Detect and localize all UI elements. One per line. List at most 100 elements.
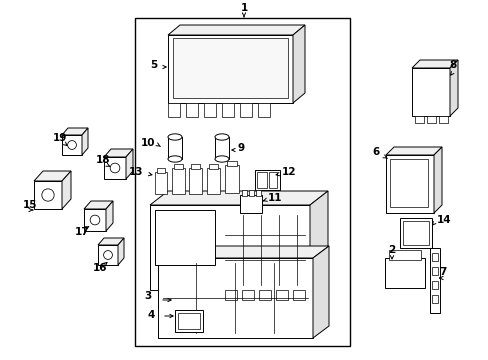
- Ellipse shape: [168, 134, 182, 140]
- Polygon shape: [62, 128, 88, 135]
- Text: 1: 1: [240, 3, 247, 13]
- Polygon shape: [385, 147, 441, 155]
- Bar: [384, 258, 424, 288]
- Bar: [155, 210, 215, 265]
- Polygon shape: [312, 246, 328, 338]
- Ellipse shape: [215, 156, 228, 162]
- Bar: [191, 164, 200, 169]
- Bar: [242, 290, 253, 300]
- Bar: [242, 190, 246, 196]
- Bar: [257, 172, 266, 188]
- Bar: [399, 218, 431, 248]
- Circle shape: [67, 141, 76, 149]
- Bar: [275, 290, 287, 300]
- Bar: [208, 164, 218, 169]
- Circle shape: [103, 251, 112, 260]
- Bar: [402, 221, 428, 245]
- Bar: [268, 172, 276, 188]
- Polygon shape: [34, 171, 71, 181]
- Bar: [173, 38, 287, 98]
- Polygon shape: [118, 238, 124, 265]
- Ellipse shape: [168, 156, 182, 162]
- Text: 14: 14: [436, 215, 451, 225]
- Bar: [172, 168, 184, 194]
- Bar: [98, 245, 118, 265]
- Polygon shape: [126, 149, 133, 179]
- Circle shape: [90, 215, 100, 225]
- Circle shape: [110, 163, 120, 173]
- Circle shape: [42, 189, 54, 201]
- Text: 11: 11: [267, 193, 282, 203]
- Text: 10: 10: [140, 138, 155, 148]
- Bar: [34, 181, 62, 209]
- Bar: [248, 190, 253, 196]
- Bar: [256, 190, 261, 196]
- Polygon shape: [292, 25, 305, 103]
- Bar: [388, 250, 420, 260]
- Text: 17: 17: [75, 227, 89, 237]
- Bar: [135, 18, 349, 346]
- Polygon shape: [62, 171, 71, 209]
- Bar: [185, 103, 198, 117]
- Bar: [385, 155, 433, 213]
- Bar: [158, 258, 312, 338]
- Bar: [292, 290, 305, 300]
- Polygon shape: [104, 149, 133, 157]
- Bar: [254, 170, 280, 190]
- Bar: [438, 116, 447, 123]
- Bar: [189, 168, 202, 194]
- Bar: [62, 135, 82, 155]
- Polygon shape: [411, 60, 457, 68]
- Text: 13: 13: [128, 167, 142, 177]
- Text: 8: 8: [448, 60, 456, 70]
- Text: 18: 18: [96, 155, 110, 165]
- Text: 7: 7: [438, 267, 446, 277]
- Polygon shape: [168, 25, 305, 35]
- Bar: [178, 313, 200, 329]
- Bar: [104, 157, 126, 179]
- Polygon shape: [309, 191, 327, 290]
- Text: 3: 3: [144, 291, 152, 301]
- Text: 19: 19: [53, 133, 67, 143]
- Bar: [150, 205, 309, 290]
- Bar: [431, 295, 437, 303]
- Text: 5: 5: [149, 60, 157, 70]
- Bar: [259, 290, 270, 300]
- Text: 12: 12: [282, 167, 296, 177]
- Bar: [258, 103, 269, 117]
- Bar: [203, 103, 216, 117]
- Polygon shape: [158, 246, 328, 258]
- Bar: [155, 172, 167, 194]
- Bar: [389, 159, 427, 207]
- Bar: [84, 209, 106, 231]
- Bar: [224, 165, 239, 193]
- Bar: [222, 103, 234, 117]
- Bar: [431, 253, 437, 261]
- Bar: [168, 137, 182, 159]
- Polygon shape: [84, 201, 113, 209]
- Bar: [224, 290, 237, 300]
- Text: 15: 15: [23, 200, 37, 210]
- Bar: [240, 103, 251, 117]
- Bar: [168, 103, 180, 117]
- Polygon shape: [449, 60, 457, 116]
- Bar: [168, 35, 292, 103]
- Bar: [215, 137, 228, 159]
- Text: 16: 16: [93, 263, 107, 273]
- Bar: [429, 248, 439, 313]
- Bar: [174, 164, 183, 169]
- Text: 2: 2: [387, 245, 395, 255]
- Bar: [431, 267, 437, 275]
- Text: 9: 9: [238, 143, 244, 153]
- Text: 4: 4: [147, 310, 155, 320]
- Polygon shape: [106, 201, 113, 231]
- Bar: [175, 310, 203, 332]
- Bar: [206, 168, 220, 194]
- Bar: [226, 161, 237, 166]
- Ellipse shape: [215, 134, 228, 140]
- Text: 6: 6: [372, 147, 379, 157]
- Polygon shape: [82, 128, 88, 155]
- Bar: [414, 116, 423, 123]
- Polygon shape: [433, 147, 441, 213]
- Bar: [240, 195, 262, 213]
